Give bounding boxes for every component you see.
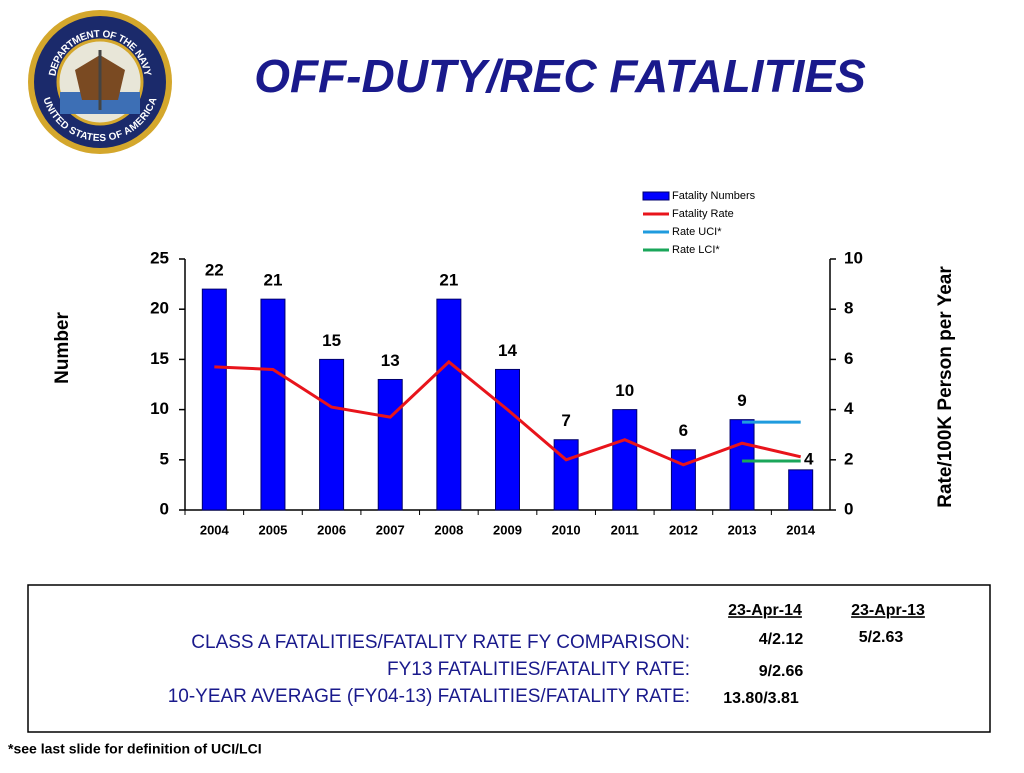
bar xyxy=(260,298,286,511)
data-label: 10 xyxy=(615,381,634,400)
data-label: 14 xyxy=(498,341,517,360)
comparison-box xyxy=(27,584,991,733)
y-tick-label: 5 xyxy=(160,449,169,468)
bar xyxy=(788,469,814,511)
y2-tick-label: 4 xyxy=(844,399,854,418)
bar xyxy=(553,439,579,511)
x-tick-label: 2012 xyxy=(669,522,698,537)
y-axis-label: Number xyxy=(52,312,73,384)
y-tick-label: 15 xyxy=(150,349,169,368)
x-tick-label: 2007 xyxy=(376,522,405,537)
legend-label: Rate LCI* xyxy=(672,244,720,256)
data-label: 21 xyxy=(439,271,458,290)
y2-tick-label: 10 xyxy=(844,248,863,267)
navy-seal: DEPARTMENT OF THE NAVY UNITED STATES OF … xyxy=(28,10,172,154)
data-label: 9 xyxy=(737,391,746,410)
x-tick-label: 2005 xyxy=(258,522,287,537)
row-label: 10-YEAR AVERAGE (FY04-13) FATALITIES/FAT… xyxy=(168,686,690,707)
data-label: 7 xyxy=(561,411,570,430)
legend-label: Rate UCI* xyxy=(672,226,722,238)
row-value: 4/2.12 xyxy=(759,631,804,648)
row-label: CLASS A FATALITIES/FATALITY RATE FY COMP… xyxy=(191,632,690,653)
data-label: 15 xyxy=(322,331,341,350)
data-label: 22 xyxy=(205,261,224,280)
row-value: 13.80/3.81 xyxy=(723,690,799,707)
x-tick-label: 2014 xyxy=(786,522,816,537)
row-value: 5/2.63 xyxy=(859,629,904,646)
data-label: 6 xyxy=(679,421,688,440)
footnote: *see last slide for definition of UCI/LC… xyxy=(8,741,262,757)
column-header: 23-Apr-13 xyxy=(851,602,925,619)
bar xyxy=(729,419,755,511)
y-tick-label: 0 xyxy=(160,499,169,518)
data-label: 4 xyxy=(804,449,814,468)
bar xyxy=(319,358,345,511)
x-tick-label: 2004 xyxy=(200,522,230,537)
bar xyxy=(201,288,227,511)
x-tick-label: 2011 xyxy=(611,522,639,537)
legend-swatch xyxy=(642,191,670,201)
row-value: 9/2.66 xyxy=(759,663,804,680)
y2-axis-label: Rate/100K Person per Year xyxy=(935,266,956,508)
bar xyxy=(495,368,520,511)
y2-tick-label: 6 xyxy=(844,349,853,368)
x-tick-label: 2006 xyxy=(317,522,346,537)
x-tick-label: 2008 xyxy=(434,522,463,537)
y2-tick-label: 0 xyxy=(844,499,853,518)
bar xyxy=(377,378,403,511)
bar xyxy=(436,298,462,511)
x-tick-label: 2009 xyxy=(493,522,522,537)
y-tick-label: 10 xyxy=(150,399,169,418)
y2-tick-label: 2 xyxy=(844,449,853,468)
line-series xyxy=(214,359,802,467)
data-label: 13 xyxy=(381,351,400,370)
y2-tick-label: 8 xyxy=(844,299,853,318)
legend-label: Fatality Numbers xyxy=(672,190,756,202)
bar xyxy=(612,409,638,511)
slide-title: OFF-DUTY/REC FATALITIES xyxy=(254,50,866,102)
legend-label: Fatality Rate xyxy=(672,208,734,220)
y-tick-label: 25 xyxy=(150,248,169,267)
data-label: 21 xyxy=(263,271,282,290)
x-tick-label: 2013 xyxy=(728,522,757,537)
row-label: FY13 FATALITIES/FATALITY RATE: xyxy=(387,659,690,680)
x-tick-label: 2010 xyxy=(552,522,581,537)
column-header: 23-Apr-14 xyxy=(728,602,802,619)
y-tick-label: 20 xyxy=(150,299,169,318)
bar xyxy=(670,449,696,511)
